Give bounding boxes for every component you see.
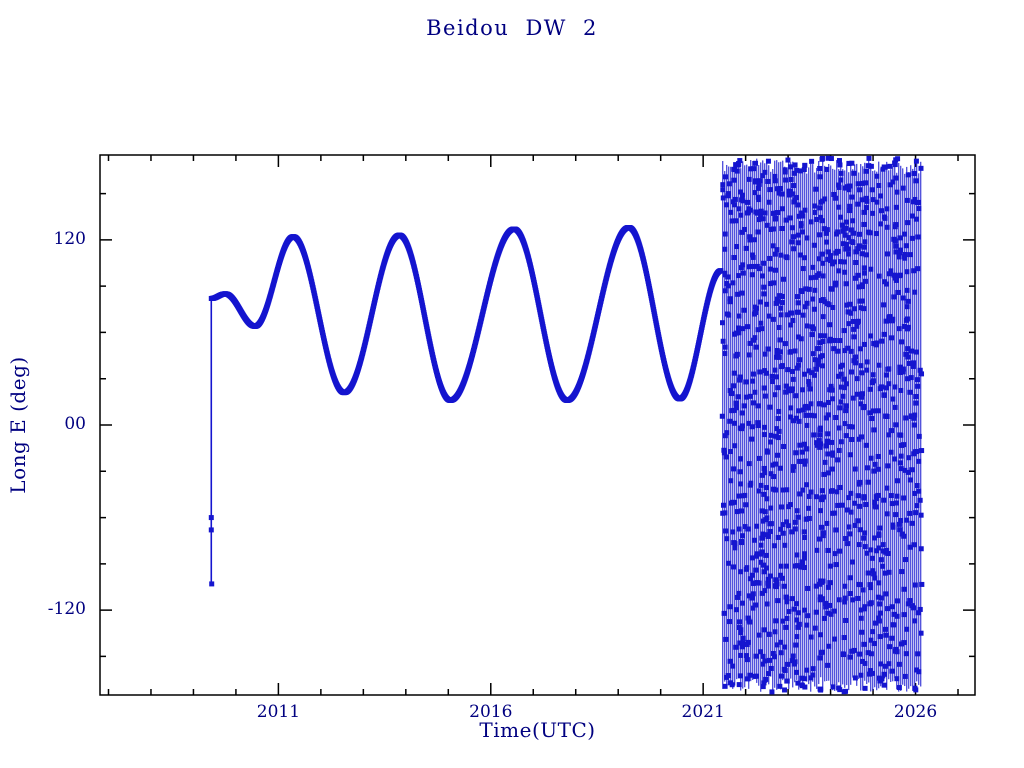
x-axis-label: Time(UTC) (479, 718, 596, 742)
x-tick-label: 2026 (893, 702, 938, 722)
y-tick-label: 00 (64, 414, 86, 434)
x-tick-label: 2021 (681, 702, 725, 722)
y-tick-label: -120 (47, 599, 86, 620)
y-tick-label: 120 (53, 228, 86, 249)
chart-title: Beidou DW 2 (426, 16, 598, 40)
x-tick-label: 2016 (469, 702, 513, 722)
x-tick-label: 2011 (256, 702, 301, 722)
